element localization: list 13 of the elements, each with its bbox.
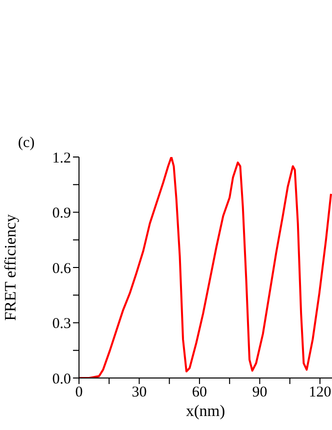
text: 0.0 (52, 371, 71, 388)
y-axis-title: FRET efficiency (2, 214, 20, 321)
x-axis-title: x(nm) (186, 403, 226, 420)
y-tick-label: 1.2 (52, 150, 71, 166)
x-tick-label: 90 (252, 384, 268, 401)
x-tick-label: 0 (75, 384, 83, 401)
x-tick-label: 30 (132, 384, 147, 401)
x-tick-label: 60 (192, 384, 207, 401)
y-tick-label: 0.6 (52, 260, 72, 277)
y-tick-label: 0.9 (52, 206, 71, 222)
x-tick-label: 120 (308, 384, 332, 401)
text: (c) (18, 135, 35, 152)
y-tick-label: 0.3 (52, 316, 71, 332)
